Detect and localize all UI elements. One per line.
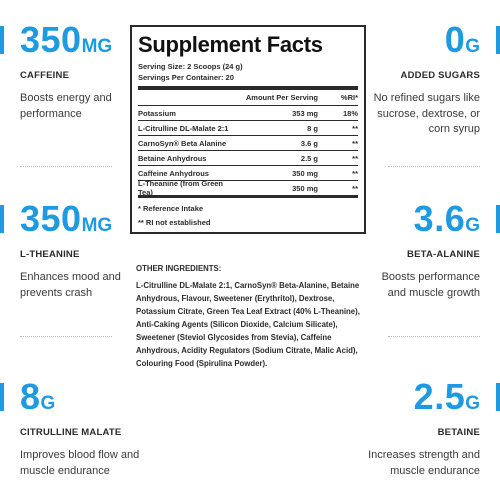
- serving-info: Serving Size: 2 Scoops (24 g) Servings P…: [138, 61, 358, 83]
- stat-added-sugars: 0G ADDED SUGARS No refined sugars like s…: [365, 22, 480, 138]
- stat-label: BETA-ALANINE: [407, 249, 480, 260]
- stat-beta-alanine: 3.6G BETA-ALANINE Boosts performance and…: [365, 201, 480, 301]
- ingredients-text: L-Citrulline DL-Malate 2:1, CarnoSyn® Be…: [136, 281, 360, 368]
- stat-description: Improves blood flow and muscle endurance: [20, 449, 140, 477]
- facts-rows: Potassium 353 mg 18% L-Citrulline DL-Malate…: [138, 106, 358, 198]
- nutrient-ri: **: [352, 153, 358, 163]
- nutrient-ri: 18%: [342, 108, 358, 118]
- accent-bar-citrulline: [0, 383, 4, 411]
- nutrient-name: L-Citrulline DL-Malate 2:1: [138, 123, 229, 133]
- nutrient-ri: **: [352, 183, 358, 193]
- nutrient-ri: **: [352, 168, 358, 178]
- facts-column-headers: Amount Per Serving %RI*: [138, 90, 358, 106]
- facts-row: Betaine Anhydrous 2.5 g **: [138, 151, 358, 166]
- thick-rule: [138, 86, 358, 90]
- facts-footnotes: * Reference Intake ** RI not established: [138, 202, 358, 230]
- stat-value: 350MG: [20, 19, 113, 60]
- stat-label: CITRULLINE MALATE: [20, 427, 122, 438]
- stat-description: Boosts performance and muscle growth: [381, 271, 480, 299]
- other-ingredients: OTHER INGREDIENTS: L-Citrulline DL-Malat…: [136, 262, 368, 370]
- accent-bar-caffeine: [0, 26, 4, 54]
- nutrient-name: CarnoSyn® Beta Alanine: [138, 138, 227, 148]
- nutrient-name: Potassium: [138, 108, 176, 118]
- footnote-reference-intake: * Reference Intake: [138, 204, 204, 213]
- stat-label: BETAINE: [437, 427, 480, 438]
- nutrient-name: Caffeine Anhydrous: [138, 168, 209, 178]
- stat-description: Increases strength and muscle endurance: [368, 449, 480, 477]
- nutrient-ri: **: [352, 138, 358, 148]
- nutrient-amount: 353 mg: [292, 108, 318, 118]
- nutrient-amount: 3.6 g: [300, 138, 318, 148]
- stat-value: 2.5G: [413, 376, 480, 417]
- stat-citrulline: 8G CITRULLINE MALATE Improves blood flow…: [20, 379, 140, 479]
- stat-description: No refined sugars like sucrose, dextrose…: [373, 92, 480, 135]
- facts-row: L-Theanine (from Green Tea) 350 mg **: [138, 179, 358, 198]
- nutrient-amount: 8 g: [307, 123, 318, 133]
- supplement-facts-panel: Supplement Facts Serving Size: 2 Scoops …: [130, 25, 366, 234]
- stat-description: Enhances mood and prevents crash: [20, 271, 121, 299]
- facts-row: Potassium 353 mg 18%: [138, 106, 358, 121]
- servings-per-container: Servings Per Container: 20: [138, 73, 234, 82]
- nutrient-amount: 2.5 g: [300, 153, 318, 163]
- accent-bar-theanine: [0, 205, 4, 233]
- stat-theanine: 350MG L-THEANINE Enhances mood and preve…: [20, 201, 130, 301]
- accent-bar-beta-alanine: [496, 205, 500, 233]
- footnote-ri-not-established: ** RI not established: [138, 218, 211, 227]
- stat-label: L-THEANINE: [20, 249, 80, 260]
- nutrient-ri: **: [352, 123, 358, 133]
- stat-value: 0G: [444, 19, 480, 60]
- stat-value: 3.6G: [413, 198, 480, 239]
- divider: [388, 336, 480, 337]
- nutrient-amount: 350 mg: [292, 183, 318, 193]
- nutrient-name: L-Theanine (from Green Tea): [138, 179, 224, 197]
- facts-row: CarnoSyn® Beta Alanine 3.6 g **: [138, 136, 358, 151]
- ingredients-heading: OTHER INGREDIENTS:: [136, 264, 222, 273]
- column-ri: %RI*: [340, 93, 358, 102]
- nutrient-name: Betaine Anhydrous: [138, 153, 207, 163]
- facts-row: Caffeine Anhydrous 350 mg **: [138, 166, 358, 181]
- accent-bar-betaine: [496, 383, 500, 411]
- divider: [20, 166, 112, 167]
- stat-betaine: 2.5G BETAINE Increases strength and musc…: [365, 379, 480, 479]
- stat-label: CAFFEINE: [20, 70, 70, 81]
- nutrient-amount: 350 mg: [292, 168, 318, 178]
- stat-label: ADDED SUGARS: [400, 70, 480, 81]
- serving-size: Serving Size: 2 Scoops (24 g): [138, 62, 243, 71]
- stat-description: Boosts energy and performance: [20, 92, 112, 120]
- facts-title: Supplement Facts: [138, 32, 323, 57]
- divider: [20, 336, 112, 337]
- column-amount: Amount Per Serving: [245, 93, 318, 102]
- stat-value: 8G: [20, 376, 56, 417]
- divider: [388, 166, 480, 167]
- accent-bar-sugars: [496, 26, 500, 54]
- stat-caffeine: 350MG CAFFEINE Boosts energy and perform…: [20, 22, 130, 122]
- facts-row: L-Citrulline DL-Malate 2:1 8 g **: [138, 121, 358, 136]
- stat-value: 350MG: [20, 198, 113, 239]
